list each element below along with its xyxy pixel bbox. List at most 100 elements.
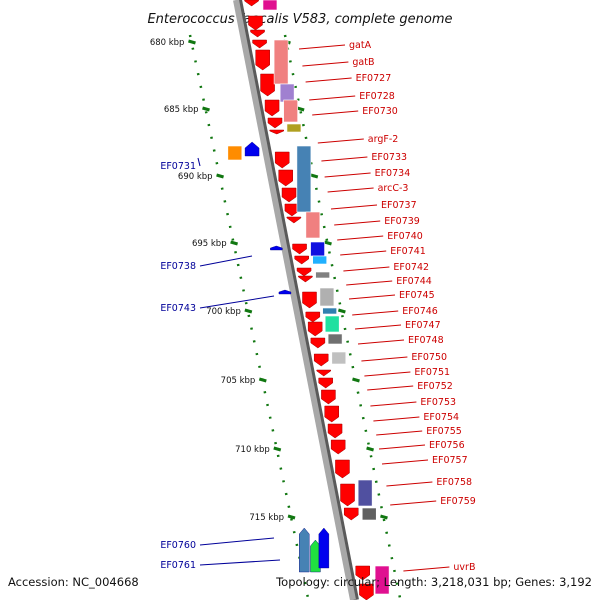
footer: Accession: NC_004668 Topology: circular;… xyxy=(8,575,592,589)
forward-gene-label[interactable]: EF0757 xyxy=(432,455,468,466)
forward-gene-label[interactable]: EF0730 xyxy=(362,106,398,117)
reverse-gene-label[interactable]: EF0760 xyxy=(160,540,196,551)
protein-domain-box xyxy=(361,507,377,521)
title-group: Enterococcus faecalis V583, complete gen… xyxy=(147,12,452,27)
forward-gene-label[interactable]: EF0727 xyxy=(356,73,392,84)
forward-gene-arrow[interactable] xyxy=(252,39,267,49)
label-leader-line xyxy=(386,481,433,487)
label-leader-line xyxy=(370,401,417,407)
forward-gene-label[interactable]: EF0759 xyxy=(440,496,476,507)
forward-gene-label[interactable]: EF0741 xyxy=(390,246,426,257)
forward-gene-arrow[interactable] xyxy=(248,15,263,31)
reverse-gene-label[interactable]: EF0743 xyxy=(160,303,196,314)
backbone-line xyxy=(233,0,356,600)
forward-gene-arrow[interactable] xyxy=(255,49,270,71)
reverse-gene-arrow[interactable] xyxy=(270,245,283,251)
forward-gene-arrow[interactable] xyxy=(296,267,312,277)
forward-gene-arrow[interactable] xyxy=(318,377,333,389)
scale-tick-mark-right xyxy=(296,106,305,112)
protein-domain-box xyxy=(324,315,340,333)
scale-tick-label: 700 kbp xyxy=(206,307,241,317)
reverse-gene-arrow[interactable] xyxy=(318,527,330,569)
forward-gene-arrow[interactable] xyxy=(321,389,336,405)
forward-gene-arrow[interactable] xyxy=(267,117,283,129)
forward-gene-arrow[interactable] xyxy=(335,459,350,479)
forward-gene-arrow[interactable] xyxy=(298,275,313,283)
forward-gene-label[interactable]: EF0744 xyxy=(396,276,432,287)
label-leader-line xyxy=(378,444,426,450)
forward-gene-label[interactable]: EF0737 xyxy=(381,200,417,211)
forward-gene-arrow[interactable] xyxy=(269,129,284,135)
forward-gene-arrow[interactable] xyxy=(292,243,307,255)
forward-gene-label[interactable]: EF0739 xyxy=(384,216,420,227)
forward-gene-label[interactable]: EF0728 xyxy=(359,91,395,102)
forward-gene-label[interactable]: EF0734 xyxy=(375,168,411,179)
label-leader-line xyxy=(364,371,411,377)
forward-gene-label[interactable]: EF0746 xyxy=(402,306,438,317)
forward-gene-label[interactable]: EF0752 xyxy=(417,381,453,392)
forward-gene-arrow[interactable] xyxy=(310,337,326,349)
forward-gene-label[interactable]: gatB xyxy=(352,57,374,68)
forward-gene-label[interactable]: EF0733 xyxy=(371,152,407,163)
tick-tracks xyxy=(188,34,402,599)
reverse-gene-label[interactable]: EF0731 xyxy=(160,161,196,172)
forward-gene-arrow[interactable] xyxy=(327,423,343,439)
forward-gene-label[interactable]: EF0751 xyxy=(414,367,450,378)
forward-gene-label[interactable]: EF0753 xyxy=(420,397,456,408)
reverse-gene-label[interactable]: EF0761 xyxy=(160,560,196,571)
forward-gene-arrow[interactable] xyxy=(260,73,275,97)
protein-domain-box xyxy=(327,333,343,345)
forward-gene-arrow[interactable] xyxy=(343,507,359,521)
forward-gene-arrow[interactable] xyxy=(274,151,290,169)
scale-tick-mark xyxy=(258,377,267,383)
protein-domain-box xyxy=(305,211,321,239)
label-leader-line xyxy=(376,430,423,436)
forward-gene-arrow[interactable] xyxy=(302,291,317,309)
forward-gene-arrow[interactable] xyxy=(244,0,259,7)
left-dotted-track xyxy=(188,34,310,599)
forward-gene-arrow[interactable] xyxy=(330,439,346,455)
forward-gene-arrow[interactable] xyxy=(340,483,355,507)
forward-gene-arrow[interactable] xyxy=(250,29,265,38)
forward-gene-label[interactable]: EF0742 xyxy=(393,262,429,273)
forward-gene-label[interactable]: EF0747 xyxy=(405,320,441,331)
forward-gene-arrow[interactable] xyxy=(324,405,339,423)
forward-gene-arrow[interactable] xyxy=(359,583,374,600)
forward-gene-arrow[interactable] xyxy=(316,369,331,377)
forward-gene-label[interactable]: EF0755 xyxy=(426,426,462,437)
protein-domain-box xyxy=(312,255,328,265)
reverse-gene-label[interactable]: EF0738 xyxy=(160,261,196,272)
forward-gene-arrow[interactable] xyxy=(264,99,280,117)
forward-gene-label[interactable]: EF0748 xyxy=(408,335,444,346)
forward-gene-arrow[interactable] xyxy=(281,187,297,203)
scale-tick-label: 715 kbp xyxy=(249,513,284,523)
reverse-gene-arrow[interactable] xyxy=(278,289,292,295)
forward-gene-label[interactable]: argF-2 xyxy=(368,134,399,145)
label-leader-line xyxy=(403,566,450,572)
reverse-gene-arrow[interactable] xyxy=(244,141,260,157)
forward-gene-label[interactable]: gatA xyxy=(349,40,372,51)
forward-gene-arrow[interactable] xyxy=(294,255,309,265)
forward-gene-label[interactable]: uvrB xyxy=(453,562,475,573)
forward-gene-label[interactable]: arcC-3 xyxy=(378,183,409,194)
protein-domain-box xyxy=(283,99,298,123)
forward-gene-arrow[interactable] xyxy=(313,353,329,367)
protein-domain-box xyxy=(374,565,390,595)
scale-tick-label: 685 kbp xyxy=(164,105,199,115)
forward-gene-arrow[interactable] xyxy=(355,565,370,581)
forward-gene-label[interactable]: EF0745 xyxy=(399,290,435,301)
label-leader-line xyxy=(298,44,346,50)
forward-gene-arrow[interactable] xyxy=(286,216,302,224)
forward-gene-arrow[interactable] xyxy=(278,169,293,187)
forward-gene-arrow[interactable] xyxy=(307,321,323,337)
forward-gene-label[interactable]: EF0754 xyxy=(423,412,459,423)
forward-gene-label[interactable]: EF0756 xyxy=(429,440,465,451)
forward-gene-arrow[interactable] xyxy=(305,311,321,323)
scale-tick-mark xyxy=(230,240,239,246)
forward-gene-label[interactable]: EF0758 xyxy=(436,477,472,488)
forward-gene-label[interactable]: EF0750 xyxy=(411,352,447,363)
map-title: Enterococcus faecalis V583, complete gen… xyxy=(147,12,452,27)
forward-gene-label[interactable]: EF0740 xyxy=(387,231,423,242)
reverse-gene-arrow[interactable] xyxy=(299,527,310,573)
